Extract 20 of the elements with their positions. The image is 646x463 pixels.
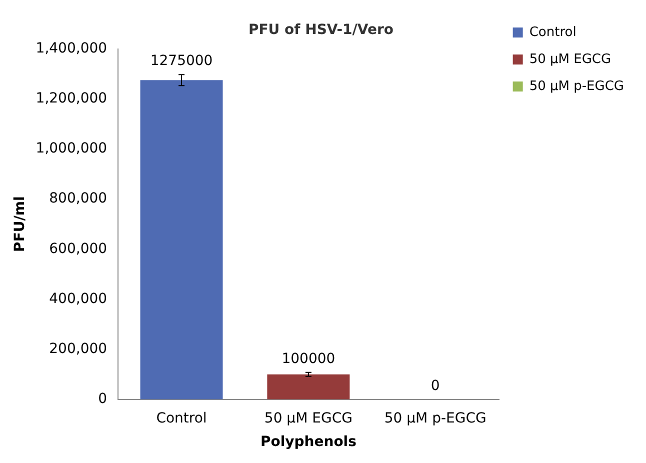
y-tick-label: 1,200,000	[36, 90, 108, 107]
legend-label: 50 µM EGCG	[529, 52, 612, 67]
y-axis-title: PFU/ml	[12, 196, 28, 252]
x-tick-label: 50 µM p-EGCG	[384, 410, 486, 426]
y-tick-label: 0	[98, 391, 108, 408]
chart-title: PFU of HSV-1/Vero	[248, 22, 394, 38]
y-tick-label: 800,000	[49, 190, 108, 207]
y-tick-label: 200,000	[49, 340, 108, 357]
y-tick-label: 1,400,000	[36, 40, 108, 56]
data-label: 100000	[282, 350, 336, 367]
legend-label: 50 µM p-EGCG	[529, 78, 624, 94]
data-label: 0	[430, 378, 440, 394]
x-axis-title: Polyphenols	[260, 434, 356, 450]
x-tick-label: Control	[156, 410, 207, 426]
data-label: 1275000	[150, 53, 213, 70]
y-tick-label: 1,000,000	[36, 140, 108, 157]
legend-label: Control	[529, 24, 576, 40]
y-tick-label: 400,000	[49, 290, 108, 307]
y-tick-label: 600,000	[49, 240, 108, 257]
x-tick-label: 50 µM EGCG	[264, 410, 352, 426]
